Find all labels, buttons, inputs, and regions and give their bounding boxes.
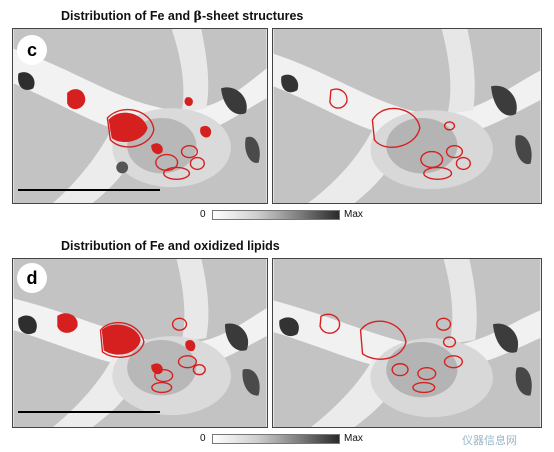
colorbar-d-min-label: 0 <box>200 433 206 444</box>
panel-d-fe-map: d <box>12 258 268 428</box>
watermark-logo: 仪器信息网 <box>462 435 517 447</box>
fe-distribution-image <box>13 29 267 203</box>
panel-d-oxidized-lipids-map <box>272 258 542 428</box>
scale-bar <box>18 189 160 191</box>
beta-symbol: β <box>193 8 202 23</box>
section-c-title: Distribution of Fe and β-sheet structure… <box>61 8 304 23</box>
beta-sheet-distribution-image <box>273 29 541 203</box>
colorbar-d <box>212 434 340 444</box>
scale-bar <box>18 411 160 413</box>
section-d-title: Distribution of Fe and oxidized lipids <box>61 239 280 253</box>
colorbar-d-max-label: Max <box>344 433 363 444</box>
fe-distribution-image <box>13 259 267 427</box>
colorbar-c <box>212 210 340 220</box>
panel-d-label: d <box>17 263 47 293</box>
colorbar-c-max-label: Max <box>344 209 363 220</box>
colorbar-c-min-label: 0 <box>200 209 206 220</box>
oxidized-lipids-distribution-image <box>273 259 541 427</box>
panel-c-beta-sheet-map <box>272 28 542 204</box>
panel-c-label: c <box>17 35 47 65</box>
panel-c-fe-map: c <box>12 28 268 204</box>
